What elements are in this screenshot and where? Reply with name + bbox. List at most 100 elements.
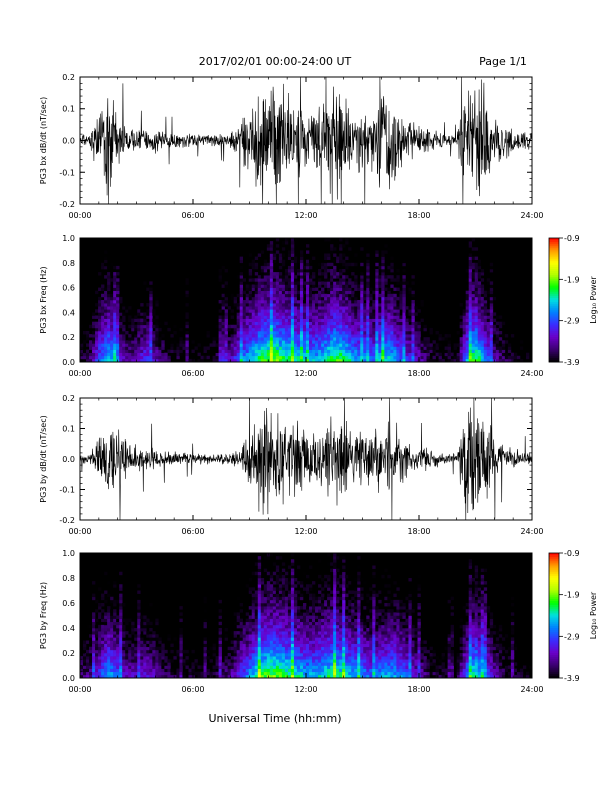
spectrogram-cell: [399, 327, 403, 332]
spectrogram-cell: [113, 358, 117, 363]
spectrogram-cell: [110, 358, 114, 363]
spectrogram-cell: [426, 337, 430, 341]
spectrogram-cell: [293, 606, 298, 610]
spectrogram-cell: [101, 315, 105, 319]
spectrogram-cell: [263, 649, 268, 654]
spectrogram-cell: [92, 615, 96, 619]
spectrogram-cell: [104, 659, 108, 663]
spectrogram-cell: [306, 649, 310, 654]
spectrogram-cell: [290, 300, 295, 304]
spectrogram-cell: [342, 287, 346, 291]
spectrogram-cell: [275, 349, 280, 353]
spectrogram-cell: [113, 584, 117, 588]
spectrogram-cell: [345, 343, 349, 347]
spectrogram-cell: [333, 259, 337, 264]
spectrogram-cell: [245, 293, 250, 298]
spectrogram-cell: [293, 293, 298, 298]
spectrogram-cell: [315, 287, 319, 291]
spectrogram-cell: [257, 624, 262, 629]
spectrogram-cell: [456, 352, 460, 357]
spectrogram-cell: [284, 637, 289, 641]
spectrogram-cell: [98, 637, 102, 641]
spectrogram-cell: [128, 656, 132, 660]
spectrogram-cell: [330, 287, 334, 291]
spectrogram-cell: [278, 321, 283, 326]
spectrogram-cell: [236, 355, 240, 360]
spectrogram-cell: [384, 250, 388, 254]
spectrogram-cell: [462, 352, 466, 357]
spectrogram-cell: [242, 671, 247, 676]
spectrogram-cell: [95, 309, 99, 313]
spectrogram-cell: [486, 331, 491, 335]
spectrogram-cell: [275, 578, 280, 582]
spectrogram-cell: [263, 656, 268, 660]
spectrogram-cell: [272, 281, 277, 285]
spectrogram-cell: [339, 312, 343, 316]
spectrogram-cell: [155, 646, 159, 651]
spectrogram-cell: [468, 315, 473, 319]
spectrogram-cell: [122, 324, 126, 329]
spectrogram-cell: [242, 306, 247, 310]
spectrogram-cell: [278, 303, 283, 307]
spectrogram-cell: [110, 306, 114, 310]
spectrogram-cell: [140, 668, 144, 673]
spectrogram-cell: [284, 303, 289, 307]
spectrogram-cell: [254, 346, 259, 350]
spectrogram-cell: [140, 624, 144, 629]
spectrogram-cell: [477, 324, 482, 329]
spectrogram-cell: [119, 571, 123, 576]
spectrogram-cell: [327, 596, 331, 601]
spectrogram-cell: [131, 331, 135, 335]
spectrogram-cell: [444, 355, 448, 360]
spectrogram-cell: [272, 562, 277, 566]
spectrogram-cell: [293, 659, 298, 663]
spectrogram-cell: [239, 290, 244, 295]
spectrogram-cell: [80, 343, 84, 347]
spectrogram-cell: [336, 352, 340, 357]
spectrogram-cell: [492, 355, 497, 360]
spectrogram-cell: [278, 293, 283, 298]
spectrogram-cell: [387, 269, 391, 273]
spectrogram-cell: [98, 640, 102, 644]
spectrogram-cell: [321, 265, 325, 270]
spectrogram-cell: [399, 318, 403, 322]
spectrogram-cell: [381, 312, 385, 316]
spectrogram-cell: [414, 358, 418, 363]
spectrogram-cell: [179, 668, 183, 673]
spectrogram-cell: [408, 331, 412, 335]
spectrogram-cell: [254, 631, 259, 635]
spectrogram-cell: [95, 355, 99, 360]
spectrogram-cell: [296, 606, 301, 610]
spectrogram-cell: [215, 337, 219, 341]
spectrogram-cell: [299, 278, 304, 282]
spectrogram-cell: [318, 590, 322, 594]
spectrogram-cell: [375, 275, 379, 279]
spectrogram-cell: [299, 318, 304, 322]
spectrogram-cell: [396, 346, 400, 350]
spectrogram-cell: [284, 653, 289, 657]
spectrogram-cell: [471, 278, 476, 282]
spectrogram-cell: [227, 665, 231, 669]
spectrogram-cell: [468, 269, 473, 273]
spectrogram-cell: [272, 593, 277, 598]
spectrogram-cell: [287, 659, 292, 663]
spectrogram-cell: [233, 303, 237, 307]
spectrogram-cell: [119, 674, 123, 679]
spectrogram-cell: [321, 587, 325, 591]
spectrogram-cell: [281, 606, 286, 610]
spectrogram-cell: [125, 331, 129, 335]
spectrogram-cell: [281, 296, 286, 301]
spectrogram-cell: [125, 665, 129, 669]
spectrogram-cell: [302, 624, 307, 629]
spectrogram-cell: [336, 296, 340, 301]
spectrogram-cell: [483, 340, 488, 344]
spectrogram-cell: [122, 640, 126, 644]
spectrogram-cell: [143, 628, 147, 632]
spectrogram-cell: [272, 358, 277, 363]
spectrogram-cell: [83, 662, 87, 666]
spectrogram-cell: [390, 334, 394, 338]
spectrogram-cell: [351, 312, 355, 316]
spectrogram-cell: [324, 253, 328, 257]
spectrogram-cell: [251, 649, 256, 654]
spectrogram-cell: [345, 309, 349, 313]
